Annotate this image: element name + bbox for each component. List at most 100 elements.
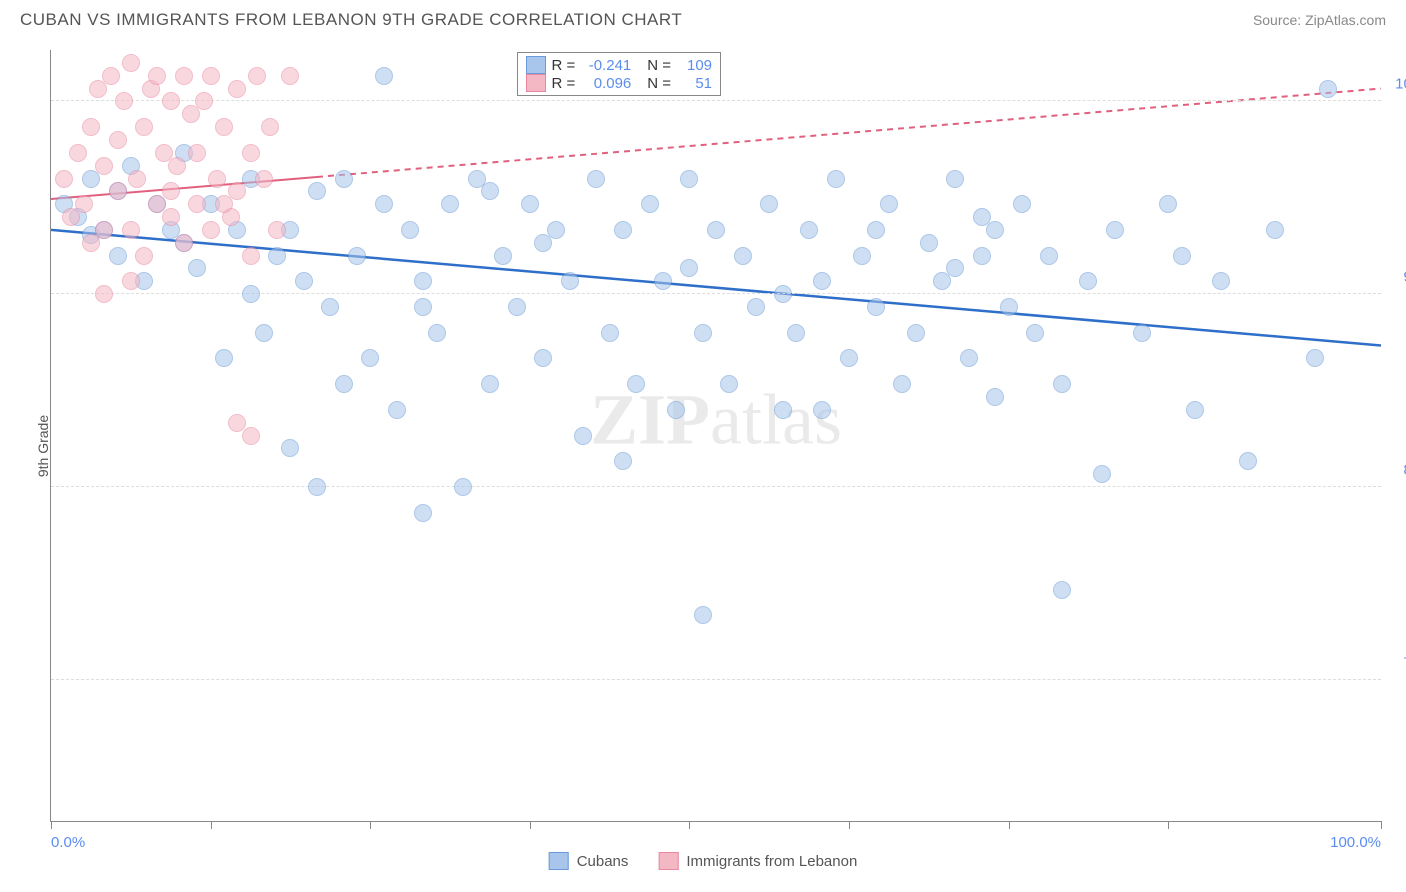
legend-item-lebanon: Immigrants from Lebanon bbox=[658, 852, 857, 870]
data-point bbox=[188, 195, 206, 213]
data-point bbox=[255, 324, 273, 342]
data-point bbox=[414, 298, 432, 316]
data-point bbox=[261, 118, 279, 136]
data-point bbox=[1053, 581, 1071, 599]
data-point bbox=[128, 170, 146, 188]
data-point bbox=[827, 170, 845, 188]
data-point bbox=[867, 298, 885, 316]
data-point bbox=[281, 439, 299, 457]
data-point bbox=[986, 221, 1004, 239]
data-point bbox=[122, 221, 140, 239]
data-point bbox=[162, 92, 180, 110]
data-point bbox=[587, 170, 605, 188]
gridline bbox=[51, 486, 1381, 487]
data-point bbox=[667, 401, 685, 419]
watermark: ZIPatlas bbox=[590, 379, 842, 462]
data-point bbox=[747, 298, 765, 316]
data-point bbox=[1133, 324, 1151, 342]
data-point bbox=[920, 234, 938, 252]
data-point bbox=[242, 144, 260, 162]
data-point bbox=[308, 478, 326, 496]
x-tick bbox=[849, 821, 850, 829]
x-axis-max-label: 100.0% bbox=[1330, 834, 1381, 851]
x-tick bbox=[211, 821, 212, 829]
data-point bbox=[361, 349, 379, 367]
data-point bbox=[720, 375, 738, 393]
data-point bbox=[614, 452, 632, 470]
data-point bbox=[388, 401, 406, 419]
data-point bbox=[561, 272, 579, 290]
data-point bbox=[1053, 375, 1071, 393]
data-point bbox=[986, 388, 1004, 406]
r-value-cubans: -0.241 bbox=[581, 57, 631, 74]
data-point bbox=[375, 195, 393, 213]
data-point bbox=[414, 272, 432, 290]
data-point bbox=[109, 182, 127, 200]
data-point bbox=[1173, 247, 1191, 265]
data-point bbox=[95, 221, 113, 239]
data-point bbox=[69, 144, 87, 162]
swatch-lebanon-bottom bbox=[658, 852, 678, 870]
data-point bbox=[694, 606, 712, 624]
data-point bbox=[242, 247, 260, 265]
data-point bbox=[946, 259, 964, 277]
data-point bbox=[680, 259, 698, 277]
data-point bbox=[135, 118, 153, 136]
data-point bbox=[95, 285, 113, 303]
data-point bbox=[774, 285, 792, 303]
data-point bbox=[1093, 465, 1111, 483]
data-point bbox=[946, 170, 964, 188]
r-value-lebanon: 0.096 bbox=[581, 75, 631, 92]
data-point bbox=[627, 375, 645, 393]
data-point bbox=[255, 170, 273, 188]
data-point bbox=[162, 182, 180, 200]
data-point bbox=[893, 375, 911, 393]
data-point bbox=[800, 221, 818, 239]
data-point bbox=[521, 195, 539, 213]
data-point bbox=[813, 272, 831, 290]
swatch-lebanon bbox=[526, 74, 546, 92]
data-point bbox=[534, 234, 552, 252]
x-tick bbox=[689, 821, 690, 829]
data-point bbox=[268, 221, 286, 239]
data-point bbox=[1079, 272, 1097, 290]
data-point bbox=[281, 67, 299, 85]
data-point bbox=[268, 247, 286, 265]
data-point bbox=[840, 349, 858, 367]
stats-legend-row-2: R = 0.096 N = 51 bbox=[526, 74, 713, 92]
data-point bbox=[175, 234, 193, 252]
data-point bbox=[1106, 221, 1124, 239]
r-label: R = bbox=[552, 57, 576, 74]
data-point bbox=[1319, 80, 1337, 98]
data-point bbox=[694, 324, 712, 342]
data-point bbox=[880, 195, 898, 213]
data-point bbox=[481, 182, 499, 200]
data-point bbox=[228, 414, 246, 432]
data-point bbox=[168, 157, 186, 175]
data-point bbox=[195, 92, 213, 110]
data-point bbox=[228, 80, 246, 98]
stats-legend-row-1: R = -0.241 N = 109 bbox=[526, 56, 713, 74]
data-point bbox=[148, 67, 166, 85]
data-point bbox=[614, 221, 632, 239]
data-point bbox=[335, 375, 353, 393]
data-point bbox=[109, 131, 127, 149]
data-point bbox=[188, 259, 206, 277]
n-value-lebanon: 51 bbox=[677, 75, 712, 92]
data-point bbox=[973, 247, 991, 265]
data-point bbox=[102, 67, 120, 85]
data-point bbox=[454, 478, 472, 496]
chart-title: CUBAN VS IMMIGRANTS FROM LEBANON 9TH GRA… bbox=[20, 10, 682, 30]
data-point bbox=[401, 221, 419, 239]
y-tick-label: 85.0% bbox=[1386, 461, 1406, 478]
y-tick-label: 92.5% bbox=[1386, 269, 1406, 286]
data-point bbox=[135, 247, 153, 265]
data-point bbox=[248, 67, 266, 85]
data-point bbox=[348, 247, 366, 265]
data-point bbox=[707, 221, 725, 239]
data-point bbox=[414, 504, 432, 522]
legend-label-lebanon: Immigrants from Lebanon bbox=[686, 853, 857, 870]
data-point bbox=[242, 427, 260, 445]
source-label: Source: ZipAtlas.com bbox=[1253, 12, 1386, 28]
data-point bbox=[1013, 195, 1031, 213]
